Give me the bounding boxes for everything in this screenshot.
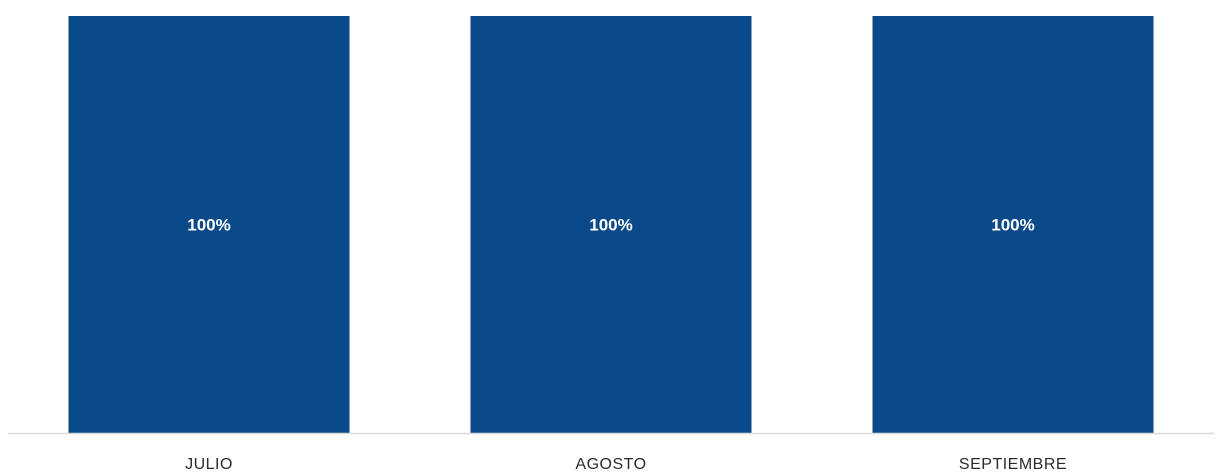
labels-group: 100% JULIO 100% AGOSTO 100% SEPTIEMBRE <box>185 216 1067 474</box>
bar-septiembre <box>872 16 1154 433</box>
data-label-julio: 100% <box>187 216 230 235</box>
category-label-septiembre: SEPTIEMBRE <box>959 456 1067 473</box>
bars-group <box>68 16 1154 433</box>
bar-julio <box>68 16 350 433</box>
bar-agosto <box>470 16 752 433</box>
category-label-julio: JULIO <box>185 456 233 473</box>
data-label-septiembre: 100% <box>991 216 1034 235</box>
category-label-agosto: AGOSTO <box>575 456 646 473</box>
data-label-agosto: 100% <box>589 216 632 235</box>
